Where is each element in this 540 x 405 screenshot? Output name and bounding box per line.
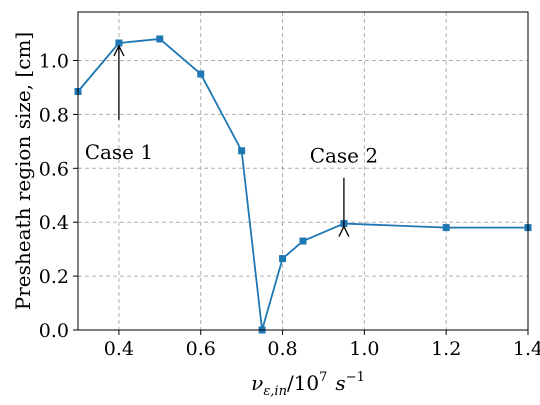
data-point	[299, 237, 307, 245]
y-tick-label: 0.0	[39, 320, 69, 342]
x-tick-label: 0.8	[267, 338, 297, 360]
x-tick-label: 1.0	[349, 338, 379, 360]
x-tick-label: 0.6	[186, 338, 216, 360]
annotation-label: Case 1	[85, 140, 153, 164]
x-axis-label: νε,in/107 s−1	[251, 370, 365, 399]
annotations: Case 1 Case 2	[85, 44, 378, 237]
x-axis-label-divisor: /10	[287, 371, 319, 395]
x-tick-label: 0.4	[104, 338, 134, 360]
x-axis-label-unit: s	[335, 371, 345, 395]
annotation-arrowhead	[338, 225, 350, 237]
data-point	[442, 224, 450, 232]
annotation-label: Case 2	[310, 143, 378, 167]
ticks: 0.4 0.6 0.8 1.0 1.2 1.4 0.0 0.2 0.4 0.6 0.8 1.0	[39, 51, 540, 360]
y-axis-label: Presheath region size, [cm]	[11, 32, 35, 310]
x-tick-label: 1.2	[431, 338, 461, 360]
y-tick-label: 1.0	[39, 51, 69, 73]
y-tick-label: 0.2	[39, 266, 69, 288]
data-point	[115, 39, 123, 47]
x-axis-label-symbol: ν	[251, 371, 263, 395]
grid	[78, 12, 529, 331]
annotation-arrowhead	[113, 44, 125, 57]
y-tick-label: 0.4	[39, 212, 69, 234]
y-tick-label: 0.6	[39, 158, 69, 180]
x-axis-label-unit-exponent: −1	[346, 370, 365, 385]
data-point	[238, 147, 246, 155]
data-point	[156, 35, 164, 43]
data-point	[279, 255, 287, 263]
data-point	[197, 70, 205, 78]
x-tick-label: 1.4	[513, 338, 540, 360]
series-group	[74, 35, 532, 334]
plot-frame	[77, 11, 529, 331]
x-axis-label-subscript: ε,in	[263, 384, 287, 399]
x-axis-label-exponent: 7	[319, 370, 327, 385]
y-tick-label: 0.8	[39, 104, 69, 126]
series-line	[77, 38, 528, 331]
